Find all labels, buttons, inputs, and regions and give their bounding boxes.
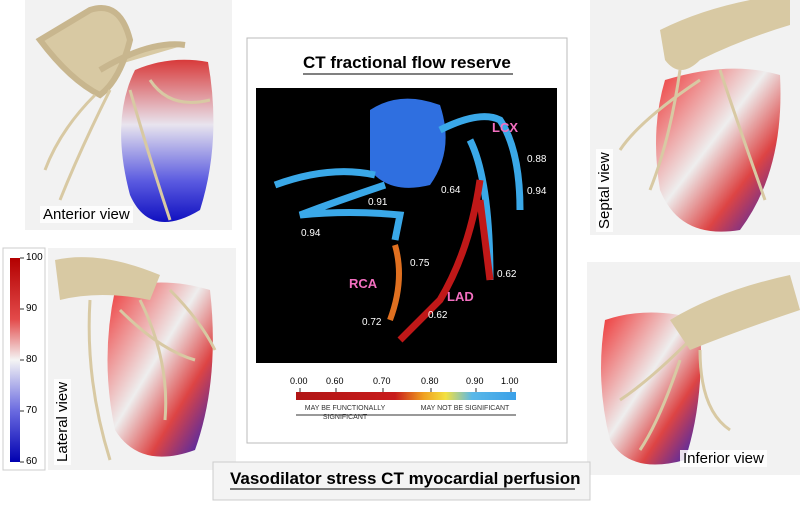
ffr-value: 0.62 [428, 310, 448, 321]
scale-tick-label: 0.70 [373, 376, 391, 386]
aorta [55, 257, 160, 300]
ffr-value: 0.91 [368, 197, 388, 208]
colorbar-tick-label: 90 [26, 303, 38, 314]
colorbar-tick-label: 70 [26, 405, 38, 416]
colorbar-tick-label: 60 [26, 456, 38, 467]
aorta [670, 275, 800, 350]
aorta [660, 0, 790, 70]
ffr-value: 0.72 [362, 317, 382, 328]
scale-note: MAY NOT BE SIGNIFICANT [420, 405, 510, 412]
scale-tick-label: 0.60 [326, 376, 344, 386]
heart [656, 68, 781, 232]
colorbar-tick-label: 80 [26, 354, 38, 365]
title-box [212, 461, 591, 501]
ffr-value: 0.94 [527, 186, 547, 197]
colorbar [10, 258, 20, 462]
vessel-name: RCA [349, 276, 378, 291]
lad [397, 179, 494, 343]
scale-tick-label: 0.80 [421, 376, 439, 386]
colorbar-frame [2, 247, 46, 471]
ffr-value: 0.75 [410, 258, 430, 269]
vessels [87, 288, 217, 461]
scale-tick-label: 0.00 [290, 376, 308, 386]
panel-label: Lateral view [54, 378, 71, 465]
heart [121, 59, 214, 222]
colorbar-tick-label: 100 [26, 252, 43, 263]
panel-label: Anterior view [40, 206, 133, 223]
ffr-value: 0.62 [497, 269, 517, 280]
heart [601, 312, 701, 465]
ffr-value: 0.88 [527, 154, 547, 165]
ffr-scale-bar [296, 392, 516, 400]
aorta [370, 98, 446, 188]
panel-label: Septal view [596, 149, 613, 232]
heart [107, 282, 213, 457]
vessels [43, 79, 211, 221]
aorta [35, 5, 186, 99]
vessels [619, 338, 731, 451]
scale-note: MAY BE FUNCTIONALLY SIGNIFICANT [304, 405, 386, 421]
vessels [618, 69, 767, 201]
rca-distal [387, 244, 402, 322]
scale-tick-label: 0.90 [466, 376, 484, 386]
scale-tick-label: 1.00 [501, 376, 519, 386]
panel-label: Inferior view [680, 450, 767, 467]
ffr-title: CT fractional flow reserve [303, 53, 511, 72]
vessel-name: LCX [492, 120, 518, 135]
perfusion-title: Vasodilator stress CT myocardial perfusi… [230, 469, 581, 488]
ffr-value: 0.94 [301, 228, 321, 239]
vessel-name: LAD [447, 289, 474, 304]
rca [273, 168, 405, 241]
ffr-value: 0.64 [441, 185, 461, 196]
